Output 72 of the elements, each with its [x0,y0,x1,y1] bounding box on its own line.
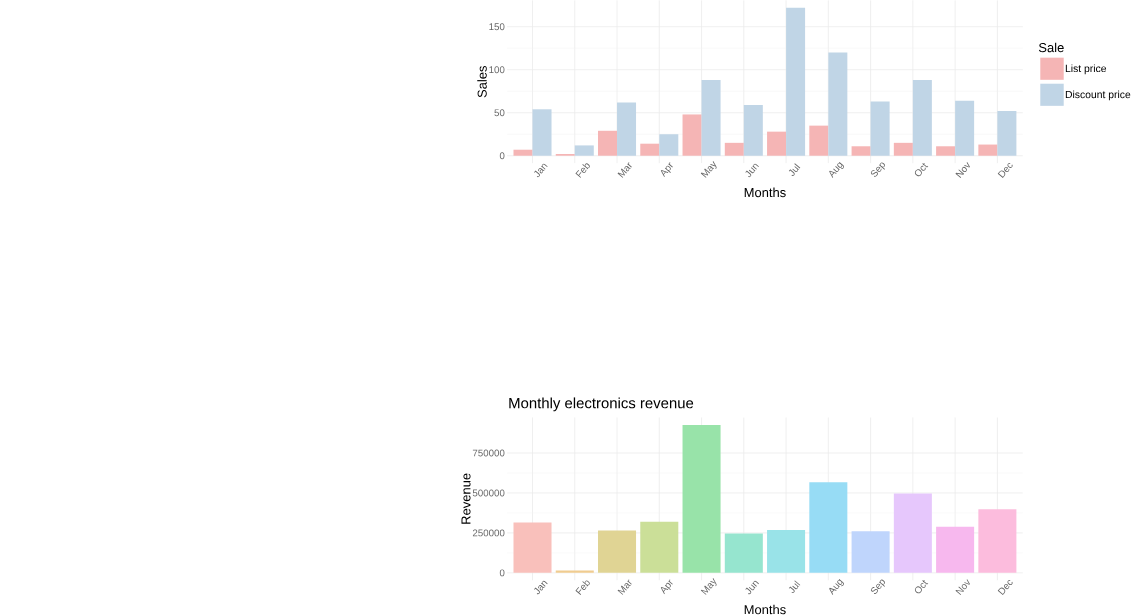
bar [955,100,975,156]
bar [640,143,660,156]
bar [640,521,679,573]
x-tick-label: Oct [914,162,929,177]
bar [659,134,679,156]
bar [724,533,763,573]
x-tick-label: Jul [788,163,801,176]
bar [767,529,806,573]
x-tick-label: Mar [617,579,632,595]
x-tick-label: Apr [660,579,673,595]
bar [513,522,552,573]
x-tick-label: Jan [534,163,548,177]
x-tick-label: Jun [745,580,759,595]
bar [978,509,1017,573]
bar [574,145,594,156]
bar [936,146,956,156]
x-tick-label: Nov [955,161,970,178]
y-tick-label: 250000 [472,529,505,537]
bar [870,101,890,156]
x-tick-label: Aug [829,161,845,178]
bar [617,102,637,156]
legend-title: Sale [1038,42,1064,52]
y-tick-label: 0 [499,152,505,159]
x-tick-label: Mar [617,162,632,178]
x-tick-label: Nov [955,578,970,595]
bar [809,482,848,573]
legend-label: List price [1065,64,1107,74]
x-tick-label: Jul [788,580,801,593]
x-tick-label: Feb [575,163,590,178]
y-tick-label: 50 [494,109,505,116]
bar [912,79,932,156]
y-axis-title: Sales [477,65,487,98]
y-tick-label: 500000 [472,489,505,497]
x-tick-label: Sep [870,162,886,177]
bar [809,125,829,156]
bar [724,142,744,156]
bar [851,530,890,573]
x-tick-label: Sep [870,579,886,594]
bar [701,79,721,156]
bar [532,109,552,156]
bar [767,131,787,156]
bar [743,104,763,156]
bar [851,146,871,156]
legend-label: Discount price [1065,90,1131,100]
y-tick-label: 150 [489,23,505,30]
y-axis-title: Revenue [461,473,471,524]
x-axis-title: Months [744,604,786,615]
bar [598,530,637,573]
x-tick-label: Dec [997,162,1013,178]
chart-title: Monthly electronics revenue [509,397,694,412]
bar [828,52,848,156]
x-axis-title: Months [744,187,786,197]
bar [513,149,533,156]
bar [682,424,721,573]
y-tick-label: 0 [499,569,505,577]
bar [997,110,1017,156]
bar [893,142,913,156]
x-tick-label: Jan [534,580,548,595]
y-tick-label: 750000 [472,449,505,457]
bar [936,526,975,573]
bar [893,493,932,573]
bar [978,144,998,156]
x-tick-label: Apr [660,162,673,177]
bar [786,7,806,156]
x-tick-label: Jun [745,163,759,177]
y-tick-label: 100 [489,66,505,73]
x-tick-label: Feb [575,580,590,595]
x-tick-label: Oct [914,579,929,594]
x-tick-label: Dec [997,579,1013,595]
x-tick-label: Aug [829,578,845,595]
bar [682,114,702,156]
bar [598,130,618,156]
